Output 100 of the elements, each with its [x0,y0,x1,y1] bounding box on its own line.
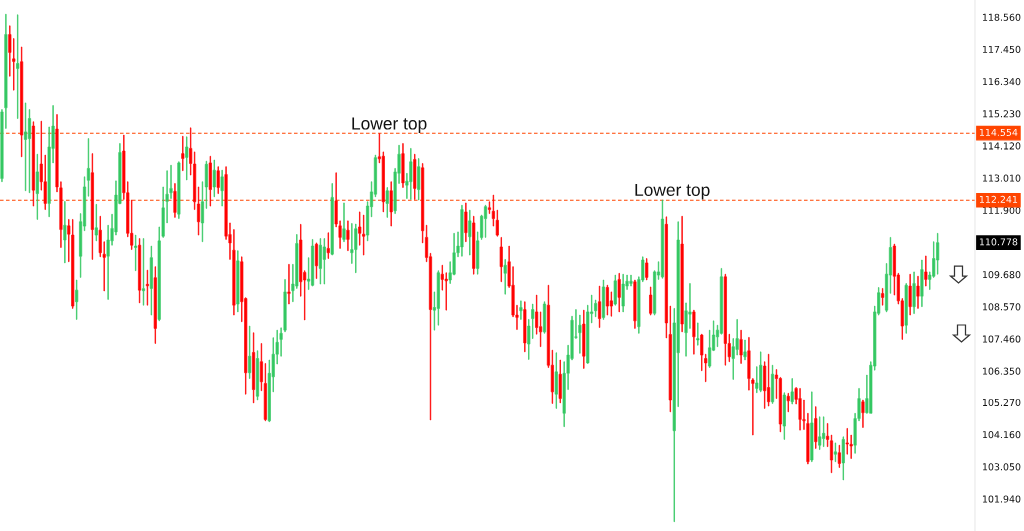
candlestick [177,161,181,219]
candlestick [936,232,940,275]
candlestick [326,232,330,259]
candlestick [558,359,562,404]
y-tick-label: 105.270 [982,398,1021,407]
candlestick [90,153,94,260]
candlestick [134,234,138,272]
candlestick [322,238,326,285]
candlestick [771,364,775,404]
candlestick [472,215,476,275]
candlestick [908,273,912,316]
y-tick-label: 111.900 [982,206,1021,214]
candlestick [287,263,291,305]
candlestick [330,183,334,256]
candlestick [759,351,763,393]
candlestick [601,279,606,320]
text: 110.778 [979,238,1018,246]
candlestick [153,266,157,344]
y-tick-label: 104.160 [982,431,1021,439]
candlestick [696,322,700,346]
candlestick [468,209,472,256]
y-tick-label: 118.560 [982,13,1021,21]
candlestick [460,204,464,257]
candlestick [920,259,924,308]
candlestick [94,203,98,242]
candlestick [629,274,633,287]
candlestick [810,391,814,463]
candlestick [833,442,837,463]
candlestick [75,279,79,320]
ref-line-label: 114.554 [979,128,1018,136]
candlestick [924,255,928,287]
candlestick [782,392,786,440]
y-tick-label: 106.350 [982,367,1021,375]
candlestick [633,279,637,329]
candlestick [484,204,488,238]
y-tick-label: 101.940 [982,495,1021,503]
candlestick [248,325,252,379]
y-tick-label: 116.340 [982,78,1021,86]
y-tick-label: 108.570 [982,303,1021,311]
candlestick [252,332,256,404]
candlestick [216,166,220,194]
candlestick [723,273,727,366]
candlestick [464,202,468,243]
annotation: Lower top [352,117,427,134]
candlestick [20,46,24,158]
candlestick [255,350,260,401]
y-tick-label: 114.120 [982,142,1021,150]
candlestick [409,148,413,200]
candlestick [63,201,67,264]
candlestick [314,242,319,279]
candlestick [841,436,845,481]
candlestick [881,288,885,306]
ref-line-label: 112.241 [979,195,1018,203]
candlestick [790,378,794,405]
candlestick [208,155,212,207]
candlestick [389,181,393,227]
candlestick [185,136,189,181]
candlestick [173,183,177,218]
candlestick [660,199,664,279]
candlestick [554,352,558,409]
candlestick [916,275,920,309]
candlestick [786,392,790,413]
candlestick [598,285,602,328]
candlestick [212,159,216,198]
candlestick [605,284,609,316]
candlestick [71,219,75,309]
candlestick [582,309,586,369]
candlestick [822,416,826,447]
y-tick-label: 107.460 [982,335,1021,343]
y-tick-label: 117.450 [982,45,1021,53]
candlestick [519,300,523,320]
candlestick [621,273,625,313]
candlestick [35,153,39,220]
candlestick [861,399,865,428]
y-tick-label: 109.680 [982,271,1021,279]
candlestick [236,250,240,313]
candlestick [845,428,849,455]
candlestick [413,153,417,200]
candlestick [767,353,771,407]
candlestick [181,135,185,172]
candlestick [318,238,322,285]
candlestick [617,272,621,313]
candlestick [743,339,747,361]
candlestick [16,14,20,119]
candlestick [499,237,503,283]
candlestick [649,286,653,316]
candlestick [645,258,649,281]
candlestick [311,239,315,287]
candlestick [346,220,350,252]
candlestick [829,434,834,474]
candlestick [149,245,153,316]
candlestick [354,223,358,274]
candlestick [31,121,35,207]
candlestick [680,215,684,333]
candlestick [912,271,916,314]
candlestick [523,301,527,353]
candlestick [613,274,617,306]
candlestick [138,238,142,304]
candlestick [342,202,346,243]
y-tick-label: 115.230 [982,110,1021,118]
